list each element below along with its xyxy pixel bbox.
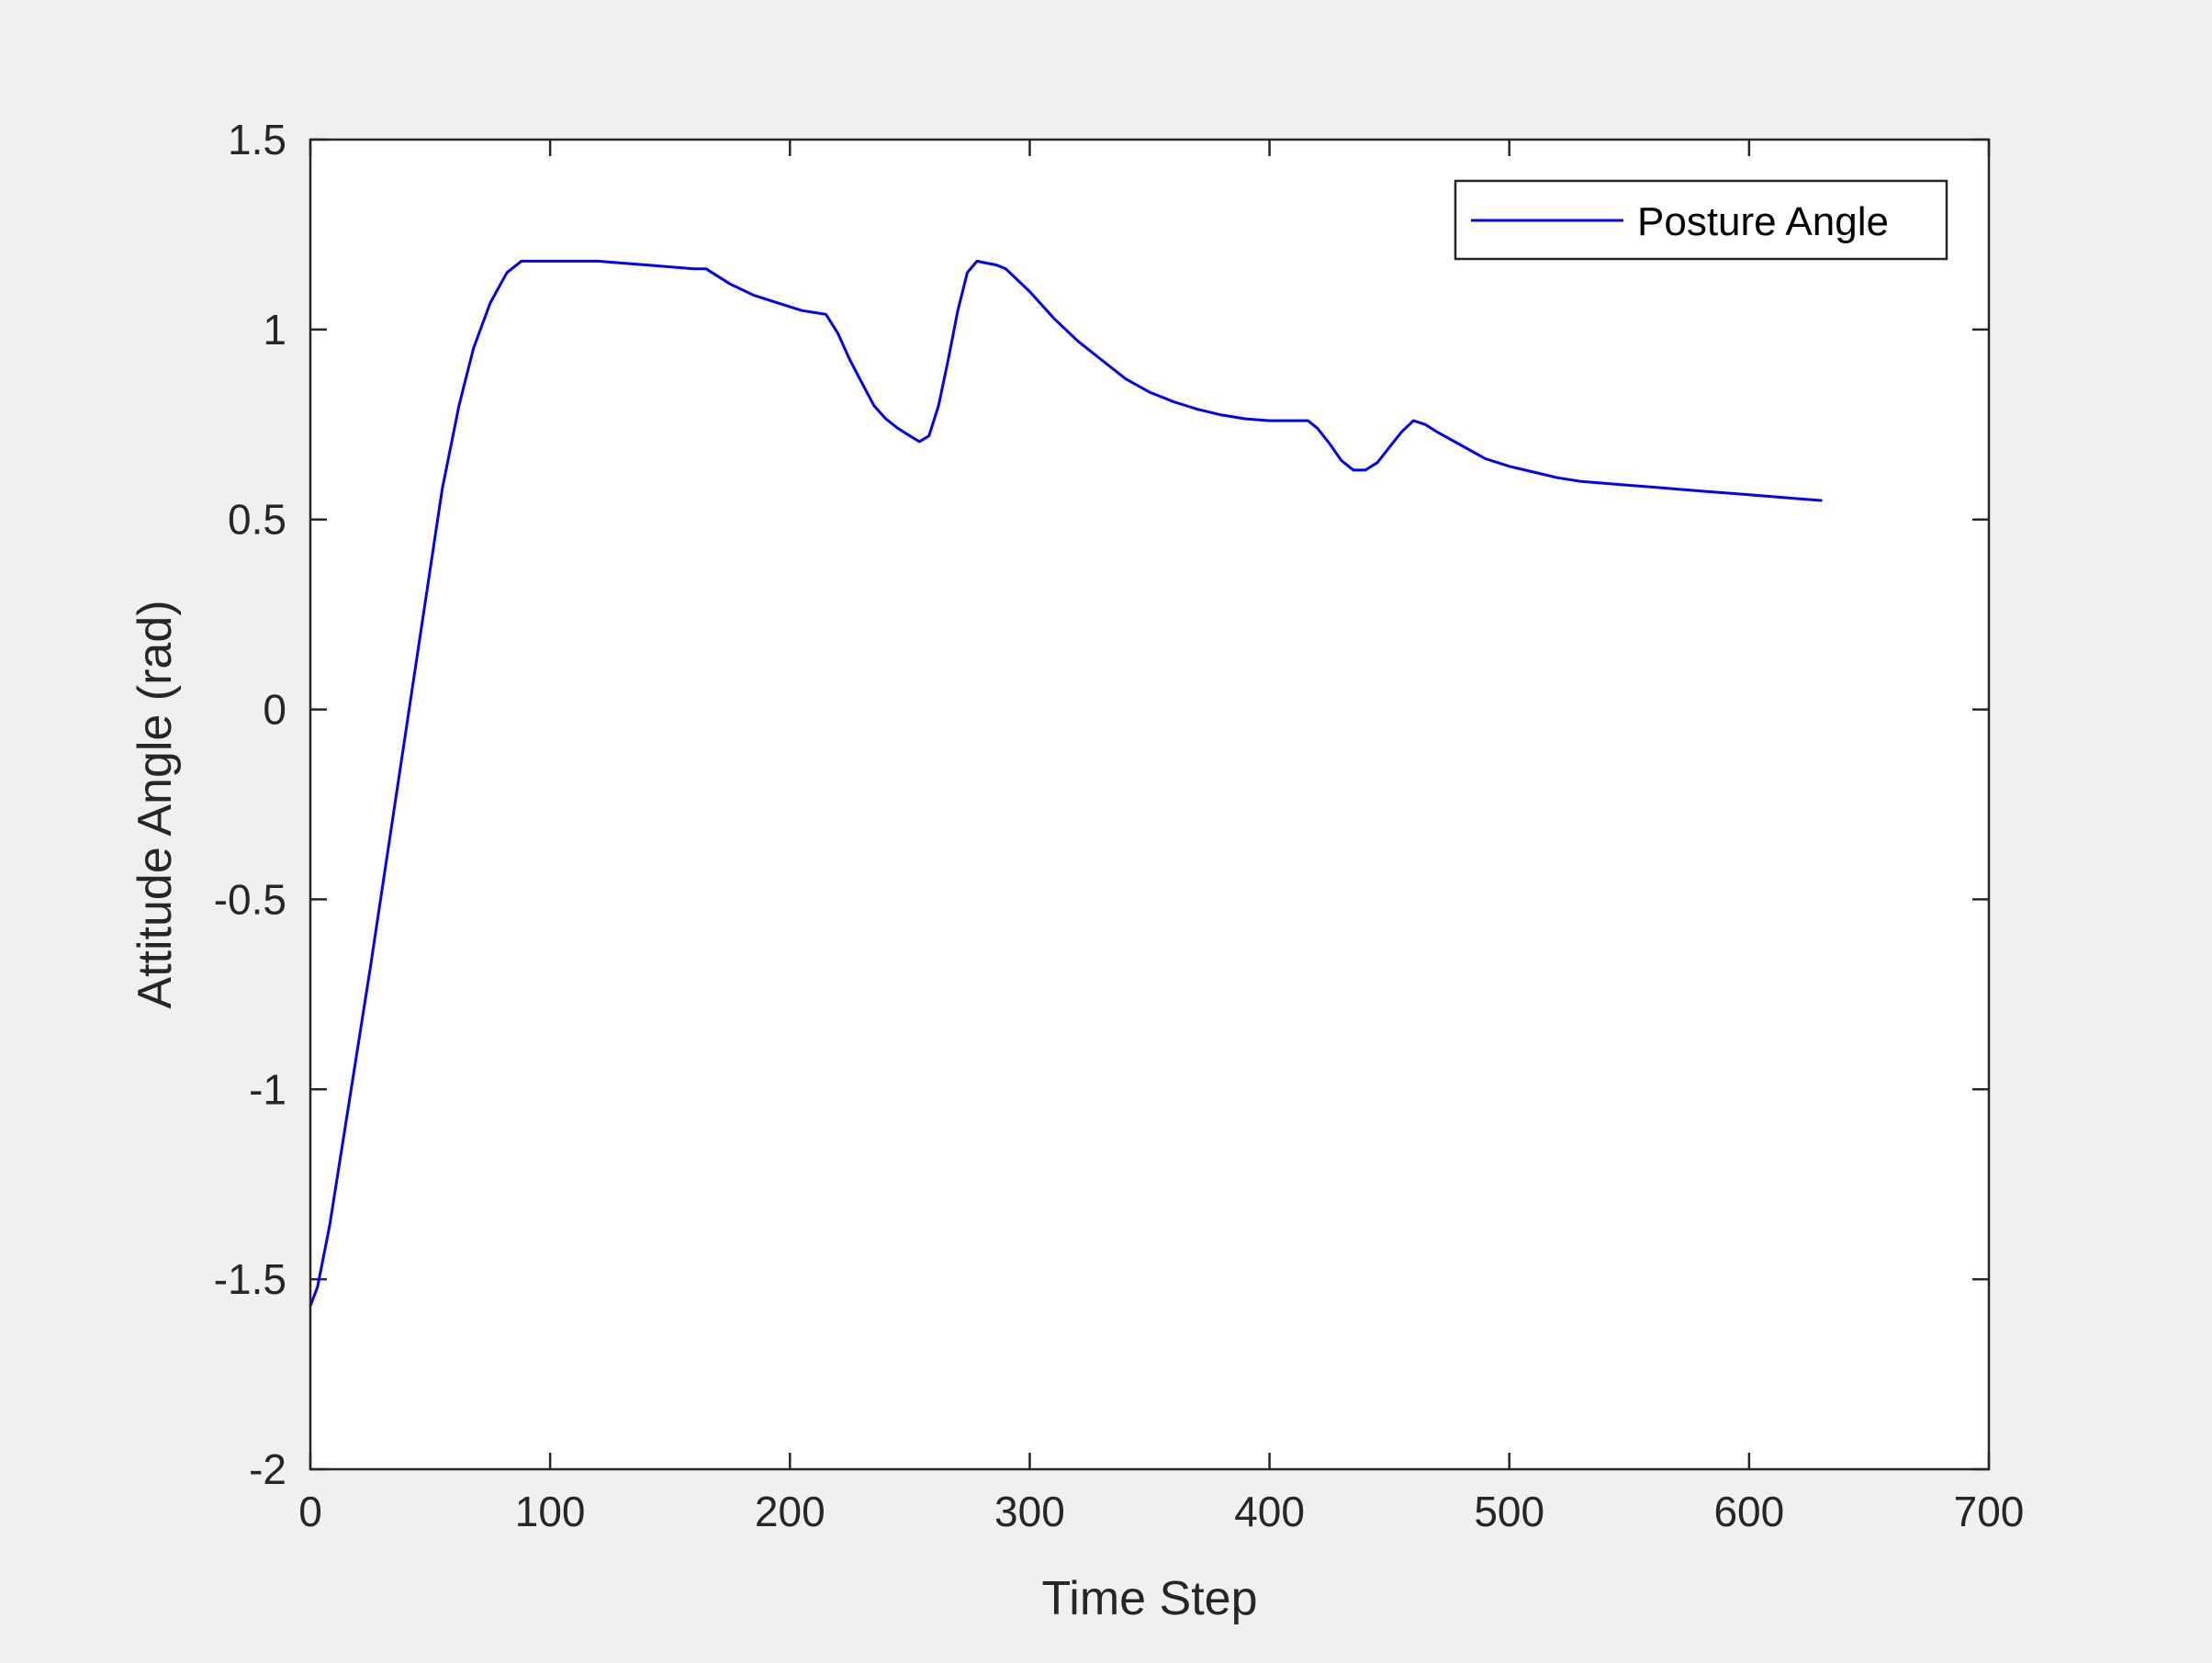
y-tick-label: -1.5 [214,1255,286,1303]
axes-box [309,138,1991,1471]
tick-labels: 0 100 200 300 400 500 600 700 -2 -1.5 -1 -0.5 0 0.5 1 1… [214,116,2025,1535]
x-axis-label: Time Step [1041,1572,1257,1625]
x-tick-label: 600 [1713,1488,1784,1535]
y-tick-label: 1.5 [228,116,286,163]
x-tick-label: 100 [515,1488,586,1535]
x-tick-label: 500 [1474,1488,1544,1535]
x-tick-label: 200 [755,1488,825,1535]
y-tick-label: -1 [249,1065,286,1113]
legend-label-posture-angle: Posture Angle [1637,199,1889,244]
x-tick-label: 300 [994,1488,1065,1535]
y-tick-label: -0.5 [214,875,286,923]
y-tick-label: 1 [263,306,286,354]
x-tick-label: 400 [1234,1488,1305,1535]
y-axis-label: Attitude Angle (rad) [129,600,182,1008]
x-tick-label: 700 [1954,1488,2025,1535]
series-line-posture-angle [309,259,1823,1308]
y-tick-label: 0 [263,686,286,734]
y-tick-label: 0.5 [228,496,286,544]
legend: Posture Angle [1454,179,1948,261]
y-tick-label: -2 [249,1445,286,1493]
plot-area [310,140,1989,1469]
x-tick-label: 0 [298,1488,322,1535]
